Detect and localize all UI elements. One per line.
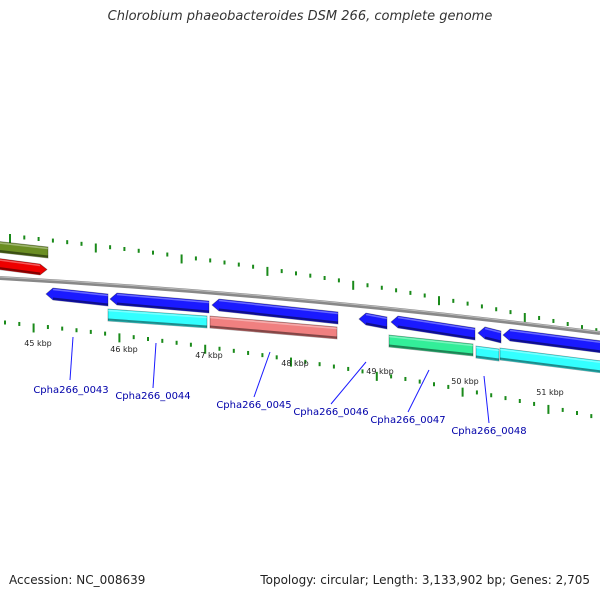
gene-cpha266-0047[interactable] [390,315,476,341]
left-feature-olive-body [0,241,49,259]
feature-cyan-0044-shade [107,318,208,328]
left-feature-olive-shade [0,250,49,258]
gene-callout-line [69,336,74,381]
gene-cpha266-0046[interactable] [358,312,388,330]
kbp-label: 49 kbp [366,367,394,376]
genome-summary: Topology: circular; Length: 3,133,902 bp… [260,573,590,587]
gene-cpha266-0046-body [358,312,388,330]
kbp-label: 45 kbp [24,339,52,348]
gene-label-cpha266-0045[interactable]: Cpha266_0045 [216,400,291,411]
feature-cyan-0049-shade [499,357,600,373]
gene-label-cpha266-0046[interactable]: Cpha266_0046 [293,407,368,418]
feature-salmon-0045-shade [209,325,338,339]
feature-green-0047[interactable] [388,334,474,357]
gene-label-cpha266-0043[interactable]: Cpha266_0043 [33,385,108,396]
genome-backbone [0,276,600,335]
feature-green-0047-shade [388,344,474,356]
gene-cpha266-0049-shine [509,329,600,343]
gene-cpha266-0045-shine [218,299,339,315]
gene-cpha266-0046-shine [365,313,388,320]
gene-callout-line [407,369,430,413]
inner-tick-row [4,320,593,419]
gene-callout-line [330,361,367,405]
accession-value: NC_008639 [76,573,146,587]
gene-cpha266-0047-shade [397,325,476,340]
feature-salmon-0045[interactable] [209,315,338,340]
genome-backbone-highlight [0,276,600,333]
left-feature-red-body [0,258,48,276]
feature-green-0047-body [388,334,474,357]
kbp-label: 51 kbp [536,388,564,397]
gene-cpha266-0048-body [477,326,502,344]
feature-cyan-0044-shine [107,309,208,319]
gene-cpha266-0048-shade [484,336,502,343]
gene-cpha266-0045[interactable] [211,298,339,325]
gene-cpha266-0049-shade [509,338,600,353]
gene-cpha266-0044[interactable] [109,292,210,314]
kbp-label: 47 kbp [195,351,223,360]
left-feature-olive[interactable] [0,241,49,259]
left-feature-red-shade [0,267,41,275]
gene-cpha266-0043-shine [52,288,109,297]
feature-cyan-0049-body [499,347,600,374]
gene-cpha266-0047-body [390,315,476,341]
left-feature-olive-shine [0,242,49,250]
feature-salmon-0045-body [209,315,338,340]
gene-cpha266-0048-shine [484,327,502,334]
feature-cyan-0044[interactable] [107,308,208,329]
feature-cyan-0048[interactable] [475,345,500,362]
feature-track [0,241,600,374]
feature-cyan-0048-body [475,345,500,362]
gene-cpha266-0048[interactable] [477,326,502,344]
gene-cpha266-0043-body [45,287,109,307]
left-feature-red[interactable] [0,258,48,276]
feature-green-0047-shine [388,335,474,347]
gene-cpha266-0043[interactable] [45,287,109,307]
feature-cyan-0048-shine [475,346,500,352]
feature-cyan-0048-shade [475,355,500,361]
topology-label: Topology: [260,573,317,587]
gene-cpha266-0044-shade [116,302,210,313]
gene-cpha266-0046-shade [365,322,388,329]
kbp-label: 48 kbp [281,359,309,368]
gene-callout-line [152,342,157,389]
gene-callouts: Cpha266_0043Cpha266_0044Cpha266_0045Cpha… [33,336,527,437]
feature-cyan-0044-body [107,308,208,329]
map-title: Chlorobium phaeobacteroides DSM 266, com… [107,9,493,24]
gene-callout-line [483,375,490,424]
gene-label-cpha266-0048[interactable]: Cpha266_0048 [451,426,526,437]
accession-info: Accession: NC_008639 [9,573,145,587]
gene-cpha266-0045-shade [218,308,339,324]
gene-label-cpha266-0047[interactable]: Cpha266_0047 [370,415,445,426]
genes-value: 2,705 [555,573,590,587]
feature-cyan-0049[interactable] [499,347,600,374]
topology-value: circular [320,573,365,587]
kbp-labels: 45 kbp 46 kbp 47 kbp 48 kbp 49 kbp 50 kbp 51 k… [24,339,564,397]
length-value: 3,133,902 bp [421,573,502,587]
feature-salmon-0045-shine [209,316,338,330]
accession-label: Accession: [9,573,73,587]
gene-cpha266-0044-body [109,292,210,314]
gene-cpha266-0049[interactable] [502,328,600,354]
gene-callout-line [253,351,271,398]
gene-cpha266-0044-shine [116,293,210,304]
gene-cpha266-0049-body [502,328,600,354]
gene-cpha266-0045-body [211,298,339,325]
outer-tick-row [9,234,598,333]
gene-label-cpha266-0044[interactable]: Cpha266_0044 [115,391,190,402]
kbp-label: 50 kbp [451,377,479,386]
length-label: Length: [372,573,419,587]
feature-cyan-0049-shine [499,348,600,363]
gene-cpha266-0047-shine [397,316,476,331]
gene-cpha266-0043-shade [52,297,109,306]
left-feature-red-shine [0,259,41,267]
kbp-label: 46 kbp [110,345,138,354]
genes-label: Genes: [509,573,552,587]
